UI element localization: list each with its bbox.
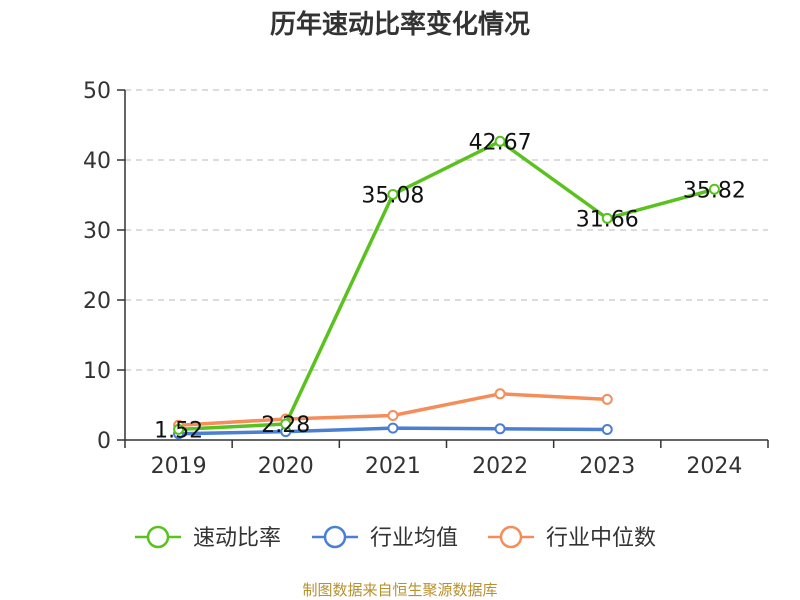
y-tick-label: 10 bbox=[83, 359, 111, 384]
axes: 0 10 20 30 40 50 2019 2020 2021 2022 2023 2024 bbox=[83, 79, 769, 479]
data-point bbox=[601, 424, 613, 435]
data-point bbox=[494, 423, 506, 435]
legend-marker bbox=[146, 525, 170, 549]
data-label: 35.82 bbox=[683, 178, 746, 203]
data-label: 42.67 bbox=[469, 130, 532, 155]
legend-label: 行业中位数 bbox=[546, 526, 656, 551]
data-point bbox=[494, 388, 506, 400]
data-point bbox=[173, 423, 185, 435]
data-label: 35.08 bbox=[361, 183, 424, 208]
y-tick-label: 30 bbox=[83, 219, 111, 244]
y-tick-label: 0 bbox=[97, 429, 111, 454]
chart-title: 历年速动比率变化情况 bbox=[270, 9, 530, 40]
x-tick-label: 2022 bbox=[472, 454, 528, 479]
data-label: 31.66 bbox=[576, 207, 639, 232]
legend-marker bbox=[499, 525, 523, 549]
x-tick-label: 2021 bbox=[365, 454, 421, 479]
source-note: 制图数据来自恒生聚源数据库 bbox=[302, 581, 497, 599]
legend-label: 速动比率 bbox=[193, 526, 281, 551]
y-tick-label: 40 bbox=[83, 149, 111, 174]
data-point bbox=[708, 183, 720, 195]
x-tick-label: 2024 bbox=[686, 454, 742, 479]
y-tick-label: 20 bbox=[83, 289, 111, 314]
x-tick-label: 2019 bbox=[151, 454, 207, 479]
data-label: 1.52 bbox=[154, 418, 203, 443]
data-point bbox=[601, 212, 613, 224]
y-tick-label: 50 bbox=[83, 79, 111, 104]
data-point bbox=[601, 393, 613, 405]
data-point bbox=[280, 418, 292, 430]
data-point bbox=[494, 135, 506, 147]
data-point bbox=[387, 188, 399, 200]
legend-marker bbox=[323, 525, 347, 549]
data-point bbox=[387, 422, 399, 434]
data-label: 2.28 bbox=[261, 413, 310, 438]
legend-label: 行业均值 bbox=[370, 526, 458, 551]
legend[interactable]: 速动比率 行业均值 行业中位数 bbox=[135, 525, 656, 551]
x-tick-label: 2023 bbox=[579, 454, 635, 479]
data-labels: 1.52 2.28 35.08 42.67 31.66 35.82 bbox=[154, 130, 746, 443]
series-line bbox=[178, 139, 715, 432]
data-point bbox=[387, 410, 399, 421]
series-layer bbox=[173, 135, 720, 440]
x-tick-label: 2020 bbox=[258, 454, 314, 479]
gridlines bbox=[125, 89, 768, 371]
